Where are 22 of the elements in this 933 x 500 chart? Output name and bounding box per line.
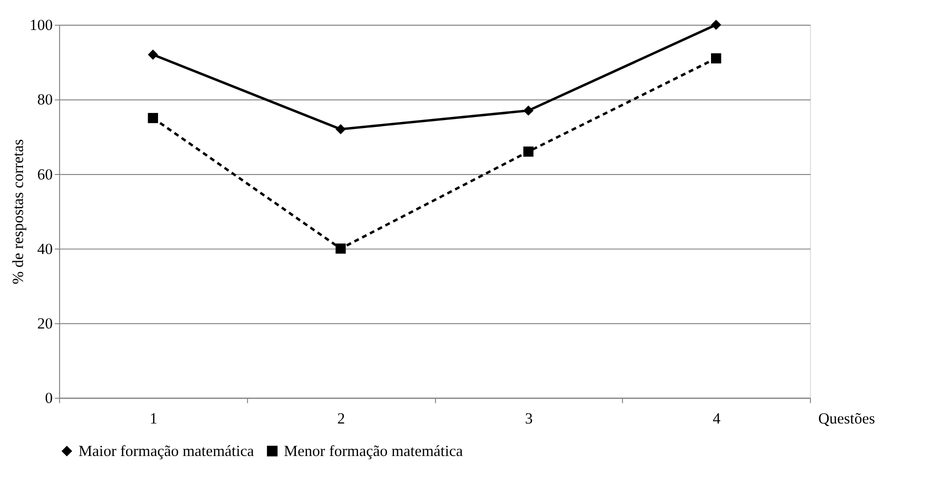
y-axis-title: % de respostas corretas (10, 139, 27, 284)
y-tick-label: 0 (45, 390, 54, 408)
y-tick-label: 60 (37, 166, 54, 184)
point (711, 53, 722, 64)
y-tick-label: 100 (30, 17, 54, 34)
y-tick-label: 80 (37, 92, 54, 109)
legend-label: Maior formação matemática (78, 442, 254, 460)
x-tick-label: 2 (337, 410, 346, 428)
y-tick-label: 20 (37, 316, 54, 333)
point (336, 244, 346, 254)
x-tick-label: 3 (524, 410, 533, 428)
point (711, 20, 722, 30)
y-tick-label: 40 (37, 240, 54, 258)
point (148, 112, 158, 124)
x-tick-label: 1 (150, 410, 158, 428)
point (148, 50, 158, 60)
x-tick-label: 4 (712, 410, 721, 428)
point (336, 124, 346, 134)
point (523, 105, 534, 116)
x-axis-title: Questões (818, 410, 876, 428)
legend-label: Menor formação matemática (284, 442, 464, 460)
point (523, 146, 534, 157)
